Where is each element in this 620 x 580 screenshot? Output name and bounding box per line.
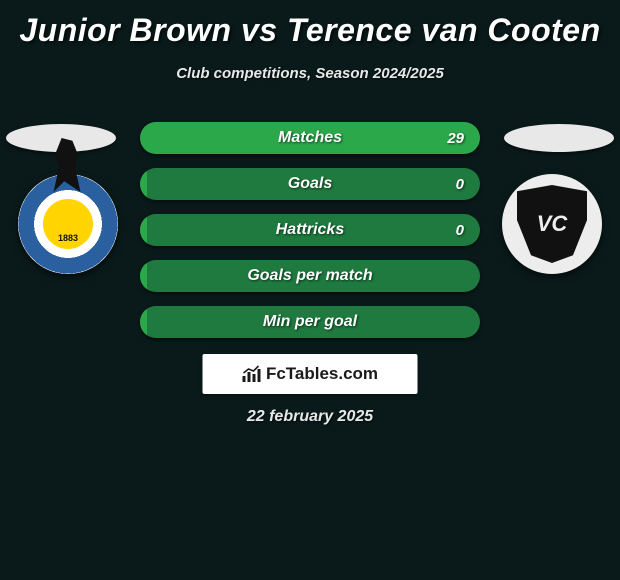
brand-box[interactable]: FcTables.com xyxy=(203,354,418,394)
stat-bar: Goals0 xyxy=(140,168,480,200)
stat-bars: Matches29Goals0Hattricks0Goals per match… xyxy=(140,122,480,352)
stat-bar: Matches29 xyxy=(140,122,480,154)
stat-bar: Goals per match xyxy=(140,260,480,292)
stat-bar-label: Goals per match xyxy=(140,260,480,292)
date-label: 22 february 2025 xyxy=(0,408,620,426)
stat-bar: Min per goal xyxy=(140,306,480,338)
page-title: Junior Brown vs Terence van Cooten xyxy=(0,0,620,49)
stat-bar: Hattricks0 xyxy=(140,214,480,246)
stat-bar-label: Hattricks xyxy=(140,214,480,246)
stat-bar-value: 29 xyxy=(447,122,464,154)
stat-bar-label: Min per goal xyxy=(140,306,480,338)
stat-bar-label: Goals xyxy=(140,168,480,200)
player-oval-right xyxy=(504,124,614,152)
club-badge-right: VC xyxy=(502,174,602,274)
badge-left-year: 1883 xyxy=(58,233,78,243)
stat-bar-value: 0 xyxy=(456,214,464,246)
chart-icon xyxy=(242,365,262,383)
brand-text: FcTables.com xyxy=(266,364,378,384)
shield-icon: VC xyxy=(517,185,587,263)
stat-bar-value: 0 xyxy=(456,168,464,200)
subtitle: Club competitions, Season 2024/2025 xyxy=(0,65,620,82)
badge-left-center: 1883 xyxy=(43,199,93,249)
shield-letters: VC xyxy=(537,211,568,237)
stat-bar-label: Matches xyxy=(140,122,480,154)
club-badge-left: 1883 xyxy=(18,174,118,274)
